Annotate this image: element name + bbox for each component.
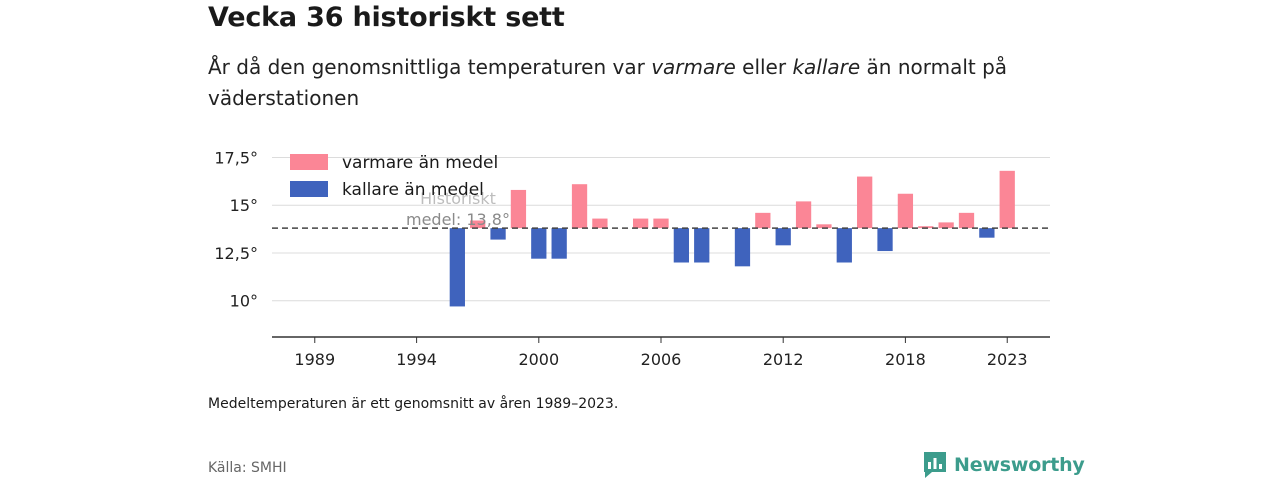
source-text: Källa: SMHI [208, 460, 287, 476]
legend: varmare än medel kallare än medel [290, 153, 498, 200]
legend-label-warm: varmare än medel [342, 153, 498, 173]
footnote: Medeltemperaturen är ett genomsnitt av å… [208, 396, 619, 412]
subtitle-prefix: År då den genomsnittliga temperaturen va… [208, 55, 652, 79]
bar-warm [653, 218, 669, 229]
legend-label-cold: kallare än medel [342, 180, 484, 200]
bar-warm [632, 218, 649, 229]
baseline-label-line1: Historiskt [420, 189, 496, 208]
newsworthy-logo-icon [924, 452, 946, 478]
baseline: Historiskt medel: 13,8° [272, 189, 1050, 229]
bar-warm [571, 184, 588, 229]
bar-warm [918, 226, 934, 229]
x-tick-label: 1994 [396, 350, 437, 369]
bar-cold [449, 228, 465, 307]
bar-warm [510, 189, 527, 229]
bar-warm [857, 176, 873, 229]
chart-subtitle: År då den genomsnittliga temperaturen va… [208, 52, 1028, 114]
bar-warm [470, 220, 486, 229]
bar-cold [775, 228, 791, 246]
bar-cold [734, 228, 751, 267]
x-tick-label: 2006 [641, 350, 682, 369]
x-tick-label: 2000 [518, 350, 559, 369]
x-tick-label: 2012 [763, 350, 804, 369]
x-tick-label: 2018 [885, 350, 926, 369]
bar-cold [694, 228, 710, 263]
chart-title: Vecka 36 historiskt sett [208, 2, 565, 33]
bar-warm [816, 224, 832, 229]
bar-cold [836, 228, 852, 263]
y-tick-label: 15° [230, 196, 258, 215]
bar-cold [490, 228, 506, 240]
bar-warm [958, 212, 975, 229]
bar-warm [938, 222, 954, 229]
bar-warm [755, 212, 771, 229]
y-tick-label: 12,5° [214, 244, 258, 263]
subtitle-middle: eller [735, 55, 793, 79]
bar-cold [531, 228, 547, 259]
bars [449, 170, 1015, 307]
legend-swatch-cold [290, 181, 328, 197]
subtitle-cold-word: kallare [792, 55, 861, 79]
bar-warm [795, 201, 812, 229]
grid-lines [272, 156, 1050, 302]
x-tick-label: 1989 [294, 350, 335, 369]
axes: 10° 12,5° 15° 17,5° 1989 1994 2000 2006 2012 2018… [214, 148, 1050, 369]
legend-swatch-warm [290, 154, 328, 170]
bar-cold [551, 228, 567, 259]
y-tick-label: 17,5° [214, 148, 258, 167]
bar-warm [897, 193, 914, 229]
bar-warm [592, 218, 608, 229]
bar-cold [877, 228, 893, 252]
x-tick-label: 2023 [987, 350, 1028, 369]
baseline-label-line2: medel: 13,8° [406, 210, 510, 229]
newsworthy-logo[interactable]: Newsworthy [922, 450, 1085, 480]
bar-cold [979, 228, 995, 238]
brand-name: Newsworthy [954, 454, 1085, 476]
y-tick-label: 10° [230, 292, 258, 311]
subtitle-suffix: än normalt på väderstationen [208, 55, 1008, 110]
bar-warm [999, 170, 1015, 229]
bar-cold [673, 228, 690, 263]
subtitle-warm-word: varmare [651, 55, 736, 79]
